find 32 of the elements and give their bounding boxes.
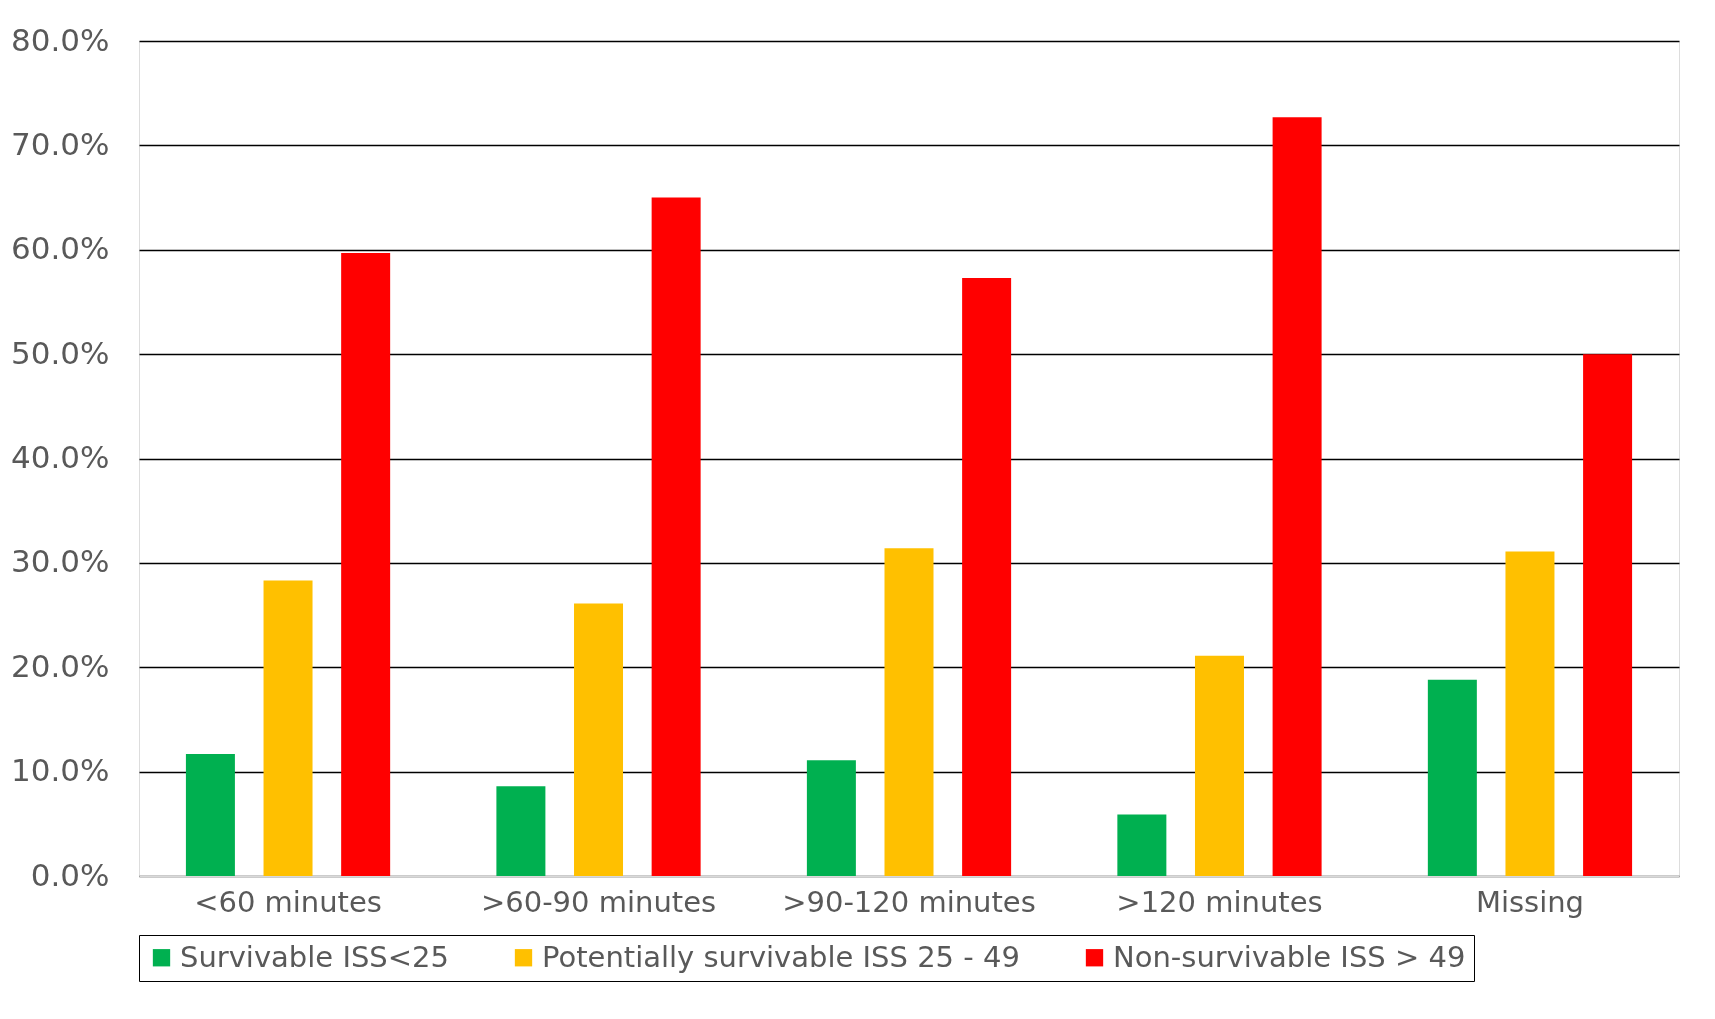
y-tick-label: 30.0% xyxy=(11,543,110,580)
y-tick-label: 20.0% xyxy=(11,647,110,684)
bar xyxy=(651,197,701,876)
x-tick-label: >60-90 minutes xyxy=(480,884,717,919)
y-tick-label: 70.0% xyxy=(11,125,110,162)
y-tick-label: 10.0% xyxy=(11,752,110,789)
y-tick-label: 80.0% xyxy=(11,21,110,58)
legend-label: Potentially survivable ISS 25 - 49 xyxy=(542,939,1020,974)
bar xyxy=(1583,354,1633,876)
bar xyxy=(884,548,934,876)
bar xyxy=(1194,655,1244,876)
bar xyxy=(962,277,1012,876)
y-tick-label: 50.0% xyxy=(11,334,110,371)
bar xyxy=(1272,117,1322,876)
legend-label: Survivable ISS<25 xyxy=(180,939,449,974)
y-tick-label: 40.0% xyxy=(11,439,110,475)
x-tick-label: >90-120 minutes xyxy=(782,884,1036,919)
bar xyxy=(1505,551,1555,876)
x-tick-label: Missing xyxy=(1475,884,1585,919)
bar xyxy=(574,603,624,876)
bar xyxy=(1427,679,1477,876)
bar xyxy=(806,760,856,876)
bar xyxy=(263,580,313,876)
bar xyxy=(341,252,391,876)
x-tick-label: <60 minutes xyxy=(194,884,382,919)
y-tick-label: 60.0% xyxy=(11,230,110,267)
bar xyxy=(496,786,546,876)
x-tick-label: >120 minutes xyxy=(1116,884,1323,919)
bar xyxy=(185,753,235,876)
bar xyxy=(1117,814,1167,876)
y-tick-label: 0.0% xyxy=(30,856,110,893)
legend-label: Non-survivable ISS > 49 xyxy=(1113,939,1466,974)
